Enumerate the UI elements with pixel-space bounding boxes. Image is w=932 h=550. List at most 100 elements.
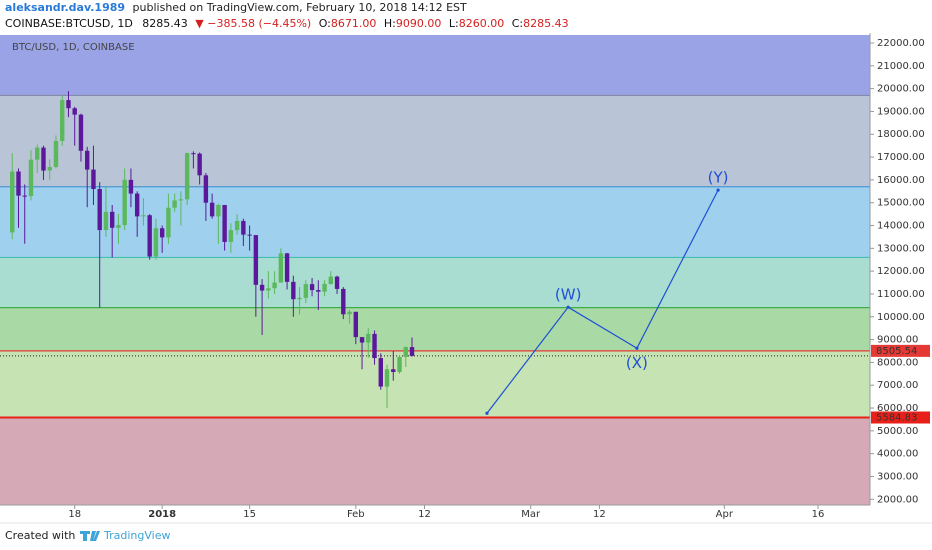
wave-point (716, 188, 720, 192)
ohlc-value: 8285.43 (523, 17, 569, 30)
byline: published on TradingView.com, February 1… (133, 1, 467, 14)
candle-body (341, 288, 346, 315)
y-tick-label: 14000.00 (877, 221, 925, 232)
change: ▼ −385.58 (−4.45%) (195, 17, 311, 30)
publish-line: aleksandr.dav.1989 published on TradingV… (5, 1, 467, 14)
x-tick-label: 16 (812, 509, 825, 520)
candle-body (303, 284, 309, 298)
candle-body (384, 369, 390, 387)
candle-body (253, 235, 259, 285)
candle-body (203, 175, 209, 203)
y-tick-label: 12000.00 (877, 266, 925, 277)
candle-body (284, 253, 290, 282)
candle-body (122, 179, 127, 226)
candle-body (241, 220, 246, 235)
y-tick-label: 6000.00 (877, 403, 918, 414)
candle-body (184, 153, 190, 200)
candle-body (378, 358, 383, 387)
candle-body (334, 276, 340, 289)
y-tick-label: 7000.00 (877, 380, 918, 391)
x-tick-label: 18 (68, 509, 81, 520)
candle-body (403, 347, 408, 357)
candle-body (272, 282, 277, 289)
price-tag (871, 411, 930, 424)
author[interactable]: aleksandr.dav.1989 (5, 1, 125, 14)
wave-point (485, 411, 489, 415)
candle-body (291, 281, 296, 300)
price-zone (0, 417, 870, 505)
candle-body (216, 204, 221, 217)
footer-text: Created with (5, 529, 75, 542)
x-tick-label: 12 (593, 509, 606, 520)
wave-point (566, 305, 570, 309)
candle-body (347, 311, 352, 315)
y-tick-label: 4000.00 (877, 449, 918, 460)
candle-body (372, 333, 377, 359)
candle-body (359, 337, 365, 343)
x-tick-label: 15 (243, 509, 256, 520)
candle-body (366, 333, 371, 343)
ohlc-label: H: (384, 17, 396, 30)
candle-body (78, 114, 84, 151)
x-tick-label: Mar (521, 509, 541, 520)
ohlc-value: 8260.00 (459, 17, 505, 30)
candle-body (191, 153, 196, 155)
y-tick-label: 5000.00 (877, 426, 918, 437)
brand[interactable]: TradingView (103, 529, 170, 542)
price-zone (0, 307, 870, 351)
candle-body (266, 288, 271, 291)
ohlc-label: L: (449, 17, 459, 30)
y-tick-label: 9000.00 (877, 335, 918, 346)
y-tick-label: 3000.00 (877, 471, 918, 482)
candle-body (72, 108, 77, 115)
brand-logo (80, 531, 100, 541)
candle-body (222, 204, 227, 242)
y-tick-label: 8000.00 (877, 357, 918, 368)
candle-body (97, 189, 102, 231)
y-tick-label: 10000.00 (877, 312, 925, 323)
candle-body (297, 297, 302, 300)
candle-body (178, 199, 184, 201)
candle-body (141, 215, 146, 217)
candle-body (16, 171, 21, 196)
price-zone (0, 186, 870, 258)
candle-body (159, 228, 165, 238)
candle-body (147, 215, 152, 257)
candle-body (109, 211, 115, 228)
wave-line (486, 189, 719, 414)
candle-body (172, 200, 177, 208)
candle-body (247, 234, 252, 236)
wave-label: (W) (555, 286, 582, 304)
candle-body (28, 159, 34, 197)
candle-body (103, 211, 109, 231)
candle-body (91, 169, 96, 190)
candle-body (47, 167, 52, 171)
y-tick-label: 18000.00 (877, 129, 925, 140)
candle-body (328, 276, 334, 284)
candle-body (278, 253, 284, 283)
candle-body (397, 356, 402, 372)
candle-body (228, 230, 234, 242)
wave-label: (X) (626, 354, 648, 372)
y-tick-label: 22000.00 (877, 38, 925, 49)
candle-body (209, 202, 215, 217)
plot-area: 2000.00 3000.00 4000.00 5000.00 6000.00 7000.… (0, 33, 932, 520)
y-tick-label: 17000.00 (877, 152, 925, 163)
candle-body (259, 284, 265, 291)
candle-body (322, 283, 327, 292)
price-zone (0, 350, 870, 418)
y-tick-label: 19000.00 (877, 106, 925, 117)
x-tick-label: Apr (716, 509, 734, 520)
y-tick-label: 13000.00 (877, 243, 925, 254)
candle-body (153, 228, 159, 257)
price-tag (871, 344, 930, 357)
price-tag-label: 5584.83 (876, 413, 917, 424)
price-zone (0, 257, 870, 308)
x-tick-label: 2018 (148, 509, 176, 520)
candle-body (197, 153, 202, 176)
last-price: 8285.43 (142, 17, 188, 30)
candle-body (128, 179, 134, 194)
candle-body (22, 195, 27, 197)
wave-label: (Y) (708, 169, 729, 187)
